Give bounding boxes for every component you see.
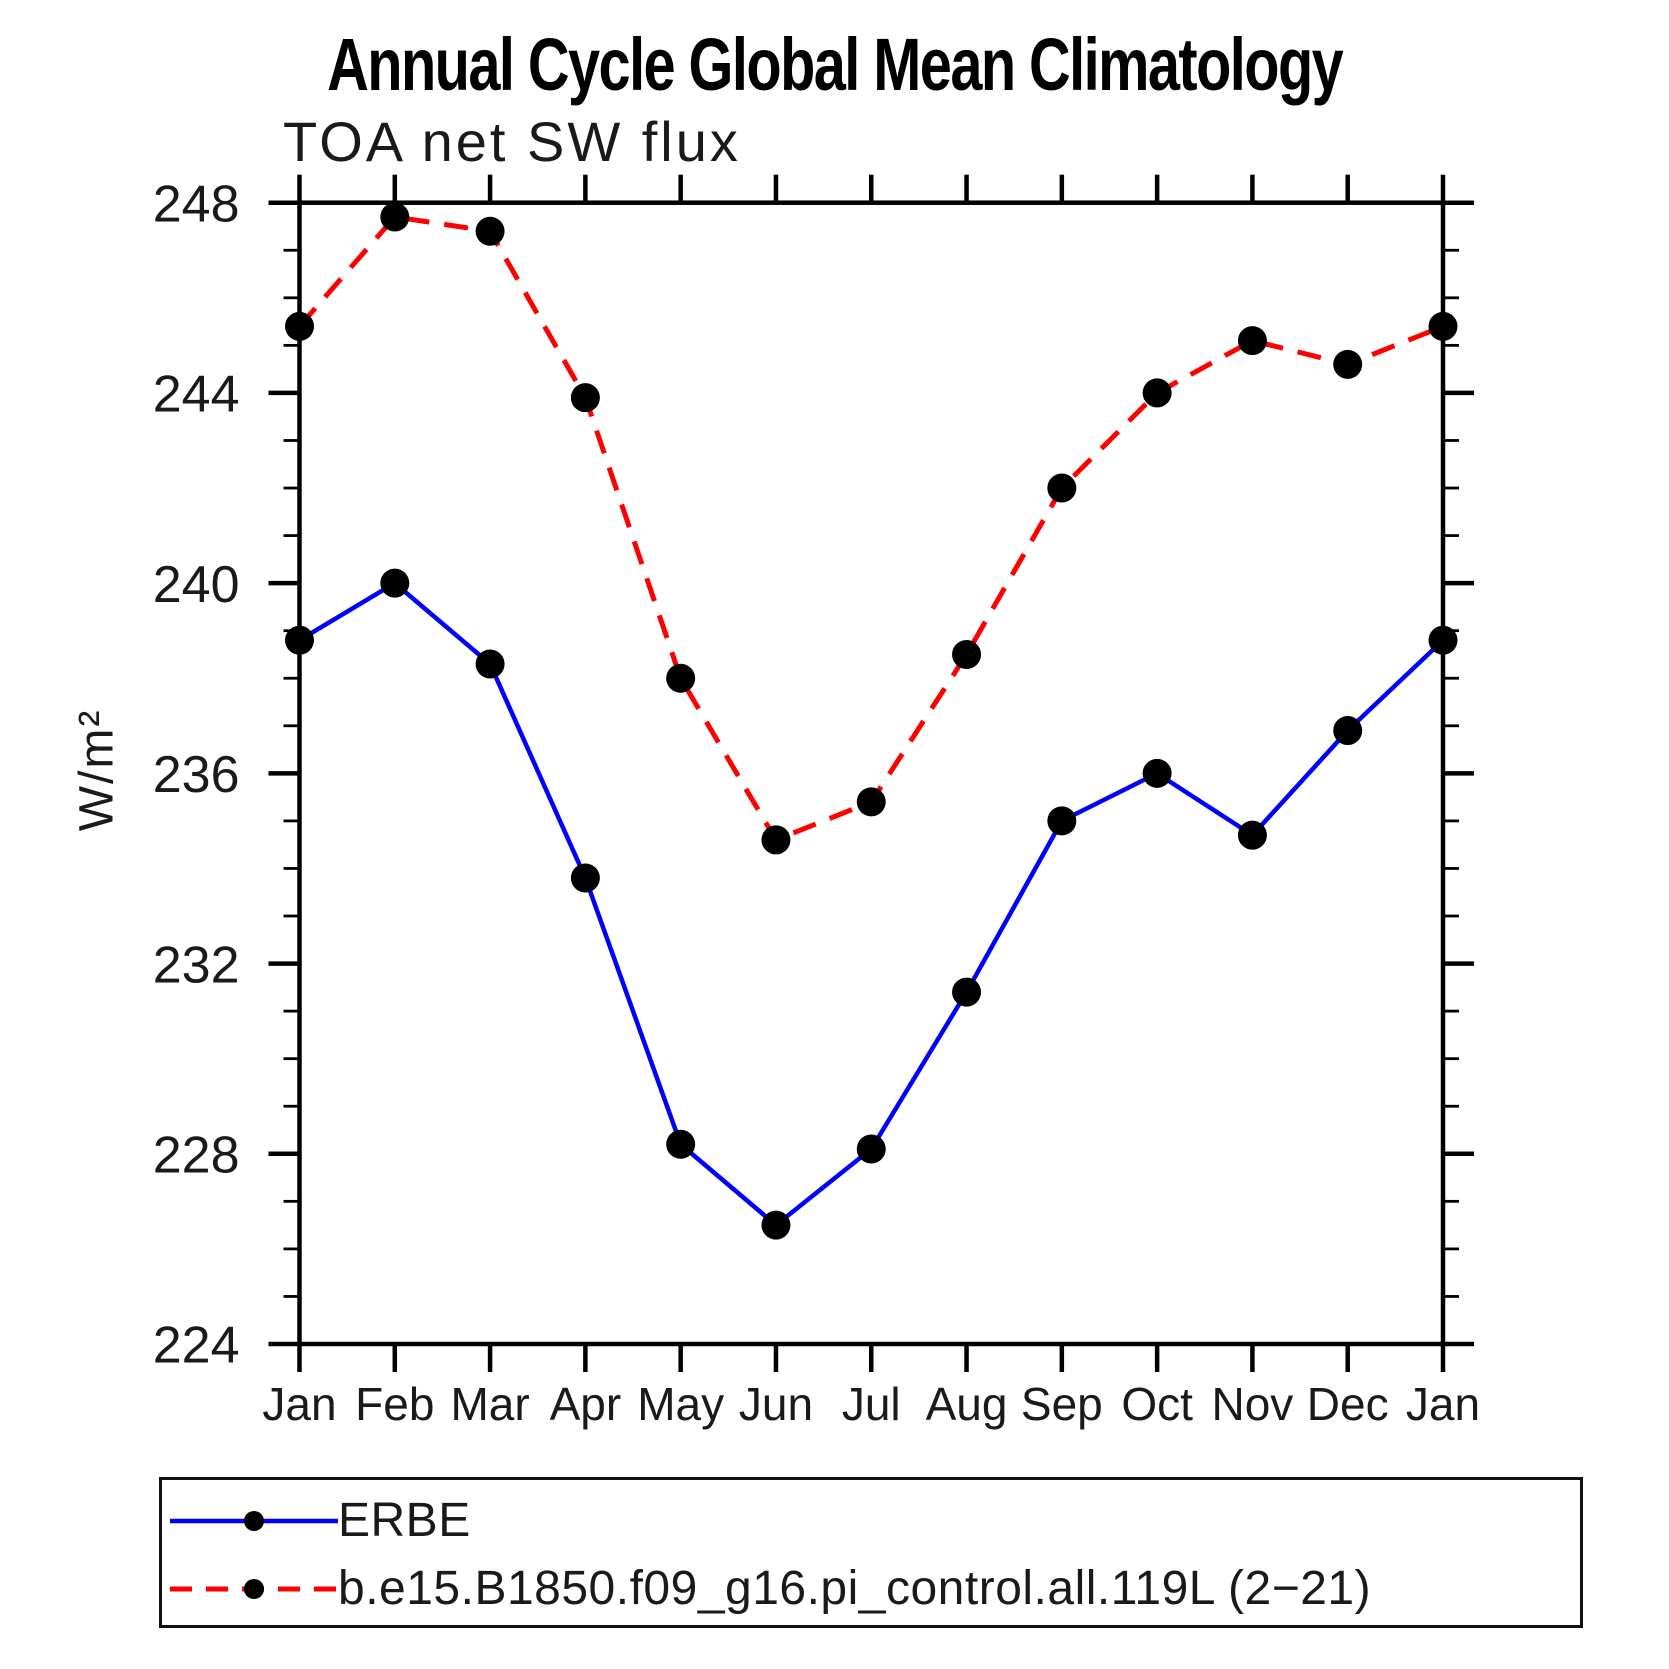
x-axis-tick-label: Jan: [262, 1378, 336, 1430]
chart-title-text: Annual Cycle Global Mean Climatology: [326, 23, 1344, 106]
series-marker-0: [1237, 820, 1267, 850]
y-axis-tick-label: 240: [153, 556, 240, 614]
series-marker-0: [380, 568, 410, 598]
series-marker-0: [1142, 758, 1172, 788]
series-marker-0: [1428, 625, 1458, 655]
legend-marker-1: [244, 1579, 264, 1599]
chart-subtitle: TOA net SW flux: [283, 110, 741, 173]
x-axis-tick-label: Mar: [450, 1378, 529, 1430]
legend-entry-model: b.e15.B1850.f09_g16.pi_control.all.119L …: [170, 1561, 1371, 1617]
series-marker-1: [1333, 349, 1363, 379]
x-axis-tick-label: Dec: [1307, 1378, 1389, 1430]
x-axis-tick-label: Jan: [1406, 1378, 1480, 1430]
legend-entry-erbe: ERBE: [170, 1493, 471, 1549]
series-marker-1: [761, 825, 791, 855]
x-axis-tick-label: Nov: [1212, 1378, 1294, 1430]
y-axis-tick-label: 236: [153, 746, 240, 804]
x-axis-tick-label: Jul: [842, 1378, 901, 1430]
series-marker-1: [856, 787, 886, 817]
series-line-0: [298, 580, 1445, 1228]
x-axis-tick-label: Jun: [739, 1378, 813, 1430]
series-marker-1: [1237, 326, 1267, 356]
legend-label-erbe: ERBE: [338, 1494, 471, 1547]
series-marker-0: [761, 1210, 791, 1240]
series-marker-1: [380, 202, 410, 232]
series-marker-0: [1333, 716, 1363, 746]
x-axis-tick-label: May: [637, 1378, 724, 1430]
legend-marker-0: [244, 1511, 264, 1531]
series-marker-1: [1142, 378, 1172, 408]
y-axis-tick-label: 244: [153, 366, 240, 424]
legend: ERBE b.e15.B1850.f09_g16.pi_control.all.…: [159, 1477, 1583, 1628]
x-axis-tick-label: Feb: [355, 1378, 434, 1430]
x-axis-tick-label: Aug: [926, 1378, 1008, 1430]
legend-swatch-erbe-line-icon: [170, 1511, 338, 1531]
legend-swatch-model-line-icon: [170, 1579, 338, 1599]
x-axis-tick-label: Sep: [1021, 1378, 1103, 1430]
y-axis-tick-label: 232: [153, 936, 240, 994]
series-marker-0: [856, 1134, 886, 1164]
x-axis-tick-label: Apr: [550, 1378, 622, 1430]
series-marker-1: [1428, 311, 1458, 341]
axis-ticks: [268, 174, 1474, 1372]
series-marker-0: [1047, 806, 1077, 836]
x-axis-tick-label: Oct: [1121, 1378, 1193, 1430]
series-marker-1: [570, 383, 600, 413]
series-marker-0: [475, 649, 505, 679]
plot-frame: [297, 200, 1446, 1347]
series-marker-1: [1047, 473, 1077, 503]
series-marker-1: [475, 216, 505, 246]
y-axis-tick-label: 224: [153, 1317, 240, 1375]
series-marker-0: [285, 625, 314, 655]
y-axis-tick-label: 248: [153, 175, 240, 233]
series-marker-1: [952, 639, 982, 669]
series-marker-0: [666, 1129, 696, 1159]
series-marker-0: [952, 977, 982, 1007]
y-axis-tick-label: 228: [153, 1127, 240, 1185]
chart-title: Annual Cycle Global Mean Climatology: [0, 28, 1669, 108]
series-marker-0: [570, 863, 600, 893]
series-marker-1: [666, 663, 696, 693]
series-line-1: [297, 214, 1444, 843]
legend-label-model: b.e15.B1850.f09_g16.pi_control.all.119L …: [338, 1562, 1372, 1615]
series-marker-1: [285, 311, 314, 341]
